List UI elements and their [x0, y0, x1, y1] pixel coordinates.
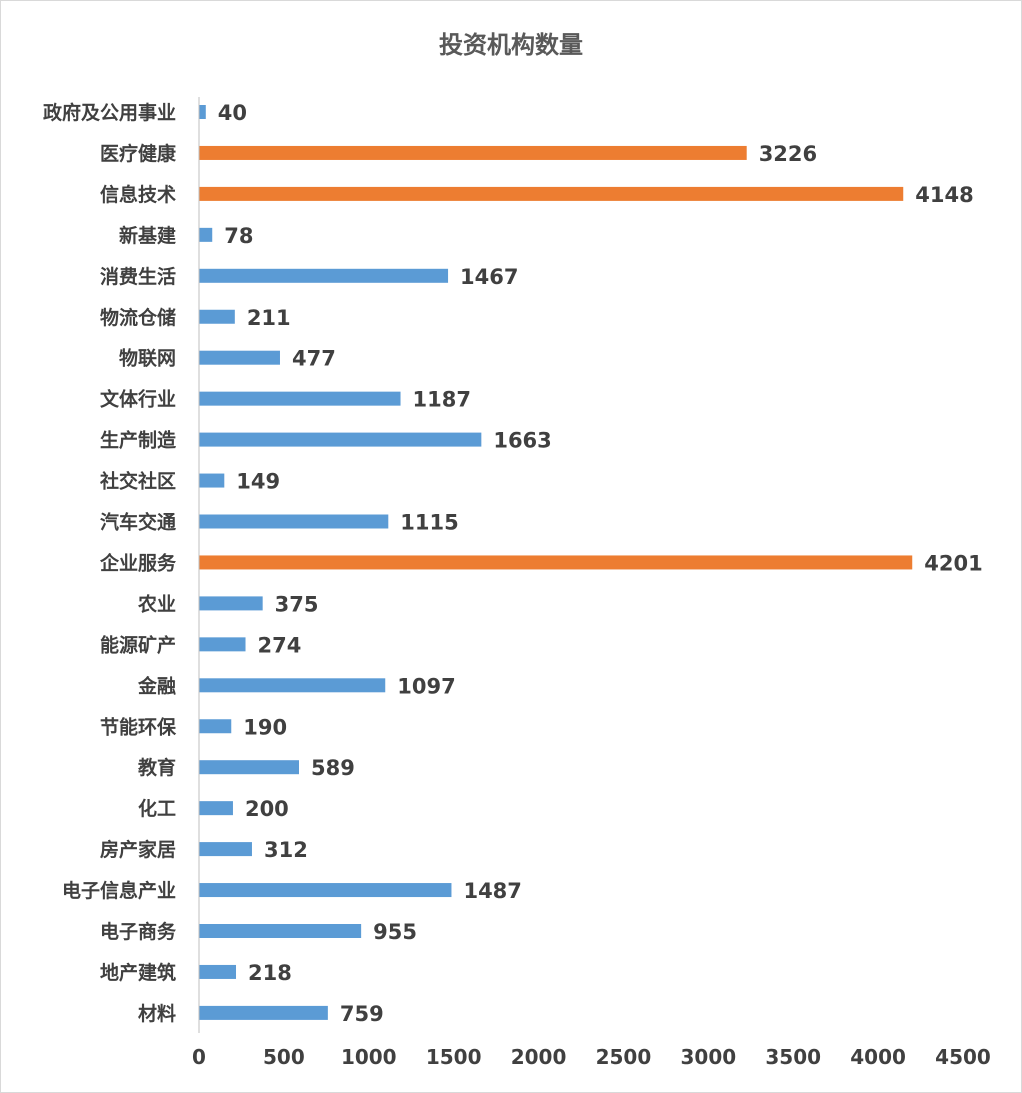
category-label: 节能环保 [100, 715, 177, 738]
data-label: 190 [243, 715, 287, 739]
category-label: 社交社区 [99, 470, 176, 493]
category-label: 新基建 [119, 224, 176, 247]
x-tick-label: 4500 [935, 1045, 991, 1069]
category-label: 文体行业 [100, 388, 176, 411]
bar [199, 268, 449, 283]
category-label: 农业 [137, 592, 176, 615]
data-label: 149 [236, 470, 280, 494]
category-label: 地产建筑 [100, 961, 176, 984]
bar [199, 1005, 328, 1020]
bar [199, 760, 299, 775]
data-label: 218 [248, 961, 292, 985]
bar [199, 719, 232, 734]
data-label: 477 [292, 347, 336, 371]
data-label: 211 [247, 306, 291, 330]
category-label: 电子商务 [100, 920, 177, 943]
category-label: 汽车交通 [100, 511, 177, 534]
data-label: 759 [340, 1002, 384, 1026]
bar [199, 350, 280, 365]
bar [199, 842, 252, 857]
bar [199, 514, 389, 529]
data-label: 78 [224, 224, 253, 248]
bar [199, 637, 246, 652]
x-tick-label: 1500 [426, 1045, 482, 1069]
category-label: 电子信息产业 [62, 879, 176, 902]
bar [199, 596, 263, 611]
data-label: 1097 [397, 674, 455, 698]
category-label: 教育 [138, 756, 176, 779]
bar [199, 555, 913, 570]
data-label: 3226 [759, 142, 817, 166]
data-label: 312 [264, 838, 308, 862]
category-label: 政府及公用事业 [43, 101, 176, 124]
x-tick-label: 500 [263, 1045, 305, 1069]
bar [199, 309, 235, 324]
category-label: 物流仓储 [100, 306, 176, 329]
bar [199, 473, 225, 488]
data-label: 1187 [413, 388, 471, 412]
category-label: 企业服务 [99, 551, 177, 574]
data-label: 4148 [915, 183, 973, 207]
data-label: 1467 [460, 265, 518, 289]
category-label: 金融 [137, 674, 176, 697]
bars-layer [199, 105, 913, 1020]
category-label: 能源矿产 [100, 633, 176, 656]
data-label: 274 [258, 633, 302, 657]
bar [199, 227, 213, 242]
bar [199, 678, 386, 693]
axis-layer: 0 500 1000 1500 2000 2500 3000 3500 4000 4500 [192, 97, 991, 1069]
bar [199, 145, 747, 160]
data-label: 375 [275, 592, 319, 616]
category-label: 消费生活 [100, 265, 176, 288]
bar [199, 924, 362, 938]
category-label: 房产家居 [100, 838, 176, 861]
data-label: 1663 [493, 429, 551, 453]
data-label: 589 [311, 756, 355, 780]
x-tick-label: 3500 [765, 1045, 821, 1069]
x-tick-label: 3000 [680, 1045, 736, 1069]
bar [199, 964, 237, 979]
category-label: 信息技术 [100, 183, 176, 206]
data-label: 955 [373, 920, 417, 944]
category-label: 医疗健康 [100, 142, 177, 165]
bar [199, 883, 452, 898]
data-label: 1115 [400, 511, 458, 535]
x-tick-label: 1000 [341, 1045, 397, 1069]
bar [199, 391, 401, 406]
x-tick-label: 0 [192, 1045, 206, 1069]
data-label: 1487 [463, 879, 521, 903]
category-label: 生产制造 [100, 429, 177, 452]
category-label: 物联网 [119, 347, 176, 370]
category-label: 化工 [138, 797, 176, 820]
bar [199, 801, 233, 816]
labels-layer: 政府及公用事业 40 医疗健康 3226 信息技术 4148 新基建 78 消费生活 1467 物流… [43, 101, 983, 1026]
x-tick-label: 2000 [511, 1045, 567, 1069]
bar [199, 432, 482, 447]
category-label: 材料 [138, 1002, 176, 1025]
bar [199, 186, 904, 201]
data-label: 40 [218, 101, 247, 125]
chart-title: 投资机构数量 [439, 31, 583, 59]
bar [199, 105, 206, 119]
x-tick-label: 2500 [596, 1045, 652, 1069]
data-label: 200 [245, 797, 289, 821]
data-label: 4201 [924, 551, 982, 575]
x-tick-label: 4000 [850, 1045, 906, 1069]
